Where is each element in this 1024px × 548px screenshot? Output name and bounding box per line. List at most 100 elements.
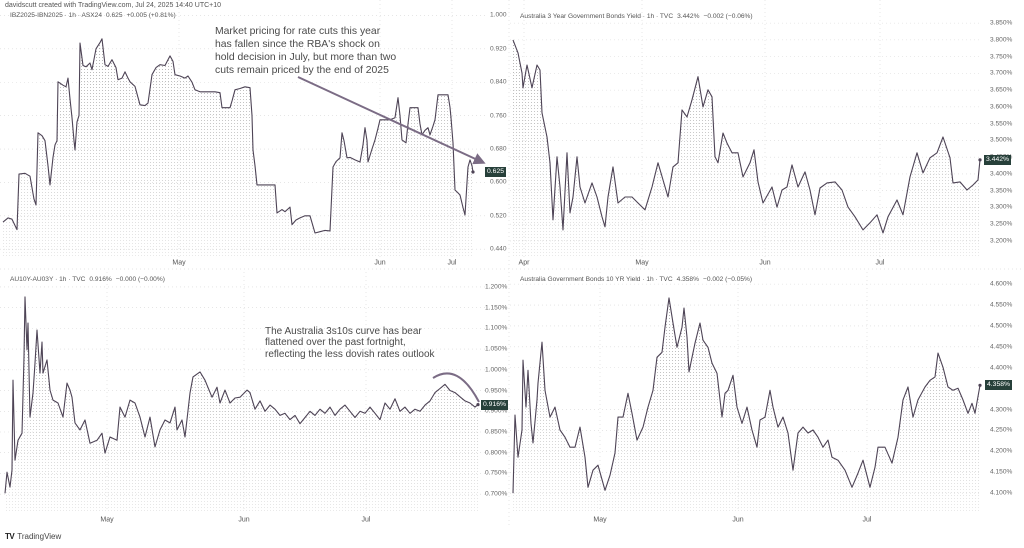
y-axis-label: 0.520 bbox=[490, 212, 507, 220]
x-axis-label: Jul bbox=[447, 259, 457, 267]
y-axis-label: 3.250% bbox=[990, 220, 1013, 228]
y-axis-label: 4.250% bbox=[990, 426, 1013, 434]
annotation-line: flattened over the past fortnight, bbox=[265, 337, 406, 349]
x-axis-label: May bbox=[635, 259, 649, 267]
symbol-label: Australia Government Bonds 10 YR Yield ·… bbox=[520, 276, 673, 283]
symbol-label: AU10Y-AU03Y · 1h · TVC bbox=[10, 276, 86, 283]
y-axis-label: 4.150% bbox=[990, 468, 1013, 476]
annotation-curve-text: The Australia 3s10s curve has bear flatt… bbox=[265, 326, 435, 360]
y-axis-label: 0.800% bbox=[485, 449, 508, 457]
chart-legend-3: AU10Y-AU03Y · 1h · TVC 0.916% −0.000 (−0.0… bbox=[10, 276, 169, 283]
y-axis-label: 1.200% bbox=[485, 283, 508, 291]
last-value: 4.358% bbox=[676, 276, 699, 283]
change-value: +0.005 (+0.81%) bbox=[126, 12, 176, 19]
y-axis-label: 0.440 bbox=[490, 245, 507, 253]
annotation-line: reflecting the less dovish rates outlook bbox=[265, 348, 435, 360]
area-fill bbox=[5, 296, 478, 512]
y-axis-label: 0.680 bbox=[490, 145, 507, 153]
change-value: −0.002 (−0.05%) bbox=[702, 276, 753, 283]
y-axis-label: 3.800% bbox=[990, 36, 1013, 44]
y-axis-label: 3.750% bbox=[990, 53, 1013, 61]
tradingview-logo-icon: TV bbox=[5, 532, 15, 541]
chart-panel-3 bbox=[0, 272, 485, 512]
symbol-label: IBZ2025-IBN2025 · 1h · ASX24 bbox=[10, 12, 102, 19]
y-axis-label: 0.600 bbox=[490, 178, 507, 186]
tradingview-logo[interactable]: TV TradingView bbox=[5, 532, 61, 541]
x-axis-label: Apr bbox=[518, 259, 530, 267]
last-price-badge: 3.442% bbox=[984, 154, 1012, 165]
y-axis-label: 4.450% bbox=[990, 343, 1013, 351]
x-axis-label: Jul bbox=[875, 259, 885, 267]
x-axis-label: Jun bbox=[759, 259, 771, 267]
y-axis-label: 3.200% bbox=[990, 237, 1013, 245]
y-axis-label: 0.900% bbox=[485, 407, 508, 415]
annotation-rate-cuts: Market pricing for rate cuts this year h… bbox=[215, 25, 396, 77]
x-axis-label: May bbox=[100, 516, 114, 524]
y-axis-label: 0.760 bbox=[490, 112, 507, 120]
annotation-line: Market pricing for rate cuts this year bbox=[215, 26, 381, 37]
change-value: −0.000 (−0.00%) bbox=[115, 276, 165, 283]
y-axis-label: 4.600% bbox=[990, 280, 1013, 288]
y-axis-label: 4.550% bbox=[990, 301, 1013, 309]
last-price-badge: 4.358% bbox=[985, 380, 1013, 391]
price-line bbox=[512, 297, 981, 494]
y-axis-label: 0.840 bbox=[490, 78, 507, 86]
y-axis-label: 3.300% bbox=[990, 203, 1013, 211]
price-line bbox=[2, 38, 474, 234]
x-axis-label: May bbox=[172, 259, 186, 267]
y-axis-label: 4.200% bbox=[990, 447, 1013, 455]
annotation-curve bbox=[432, 372, 480, 403]
chart-panel-1 bbox=[0, 0, 485, 258]
area-fill bbox=[3, 38, 473, 258]
y-axis-label: 0.950% bbox=[485, 387, 508, 395]
y-axis-label: 3.700% bbox=[990, 69, 1013, 77]
area-fill bbox=[513, 297, 980, 512]
y-axis-label: 1.150% bbox=[485, 304, 508, 312]
y-axis-label: 3.500% bbox=[990, 136, 1013, 144]
y-axis-label: 3.850% bbox=[990, 19, 1013, 27]
last-point-marker bbox=[978, 383, 982, 387]
y-axis-label: 0.700% bbox=[485, 490, 508, 498]
attribution-header: davidscutt created with TradingView.com,… bbox=[5, 2, 222, 9]
price-line bbox=[512, 39, 981, 234]
y-axis-label: 1.000% bbox=[485, 366, 508, 374]
tradingview-logo-text: TradingView bbox=[17, 532, 62, 541]
last-point-marker bbox=[978, 158, 982, 162]
annotation-line: hold decision in July, but more than two bbox=[215, 52, 397, 63]
x-axis-label: Jun bbox=[374, 259, 386, 267]
y-axis-label: 4.300% bbox=[990, 406, 1013, 414]
last-value: 0.916% bbox=[89, 276, 112, 283]
symbol-label: Australia 3 Year Government Bonds Yield … bbox=[520, 13, 674, 20]
y-axis-label: 1.000 bbox=[490, 11, 507, 19]
last-price-badge: 0.625 bbox=[485, 167, 507, 177]
area-fill bbox=[513, 39, 980, 259]
change-value: −0.002 (−0.06%) bbox=[703, 13, 753, 20]
y-axis-label: 1.050% bbox=[485, 345, 508, 353]
last-price-badge: 0.916% bbox=[481, 399, 509, 410]
annotation-line: has fallen since the RBA's shock on bbox=[215, 39, 380, 50]
x-axis-label: Jun bbox=[732, 516, 744, 524]
y-axis-label: 3.400% bbox=[990, 170, 1013, 178]
y-axis-label: 4.400% bbox=[990, 364, 1013, 372]
y-axis-label: 0.750% bbox=[485, 469, 508, 477]
y-axis-label: 3.650% bbox=[990, 86, 1013, 94]
annotation-arrow bbox=[297, 76, 486, 165]
chart-legend-1: IBZ2025-IBN2025 · 1h · ASX24 0.625 +0.005 … bbox=[10, 12, 180, 19]
y-axis-label: 3.600% bbox=[990, 103, 1013, 111]
y-axis-label: 3.550% bbox=[990, 120, 1013, 128]
x-axis-label: Jul bbox=[862, 516, 872, 524]
y-axis-label: 3.350% bbox=[990, 187, 1013, 195]
y-axis-label: 4.100% bbox=[990, 489, 1013, 497]
chart-panel-4 bbox=[510, 272, 982, 512]
chart-legend-4: Australia Government Bonds 10 YR Yield ·… bbox=[520, 276, 756, 283]
last-point-marker bbox=[471, 170, 475, 174]
price-line bbox=[4, 296, 479, 494]
y-axis-label: 4.500% bbox=[990, 322, 1013, 330]
x-axis-label: May bbox=[593, 516, 607, 524]
annotation-line: The Australia 3s10s curve has bear bbox=[265, 326, 422, 337]
chart-legend-2: Australia 3 Year Government Bonds Yield … bbox=[520, 13, 757, 20]
last-value: 0.625 bbox=[106, 12, 123, 19]
y-axis-label: 1.100% bbox=[485, 324, 508, 332]
y-axis-label: 0.850% bbox=[485, 428, 508, 436]
